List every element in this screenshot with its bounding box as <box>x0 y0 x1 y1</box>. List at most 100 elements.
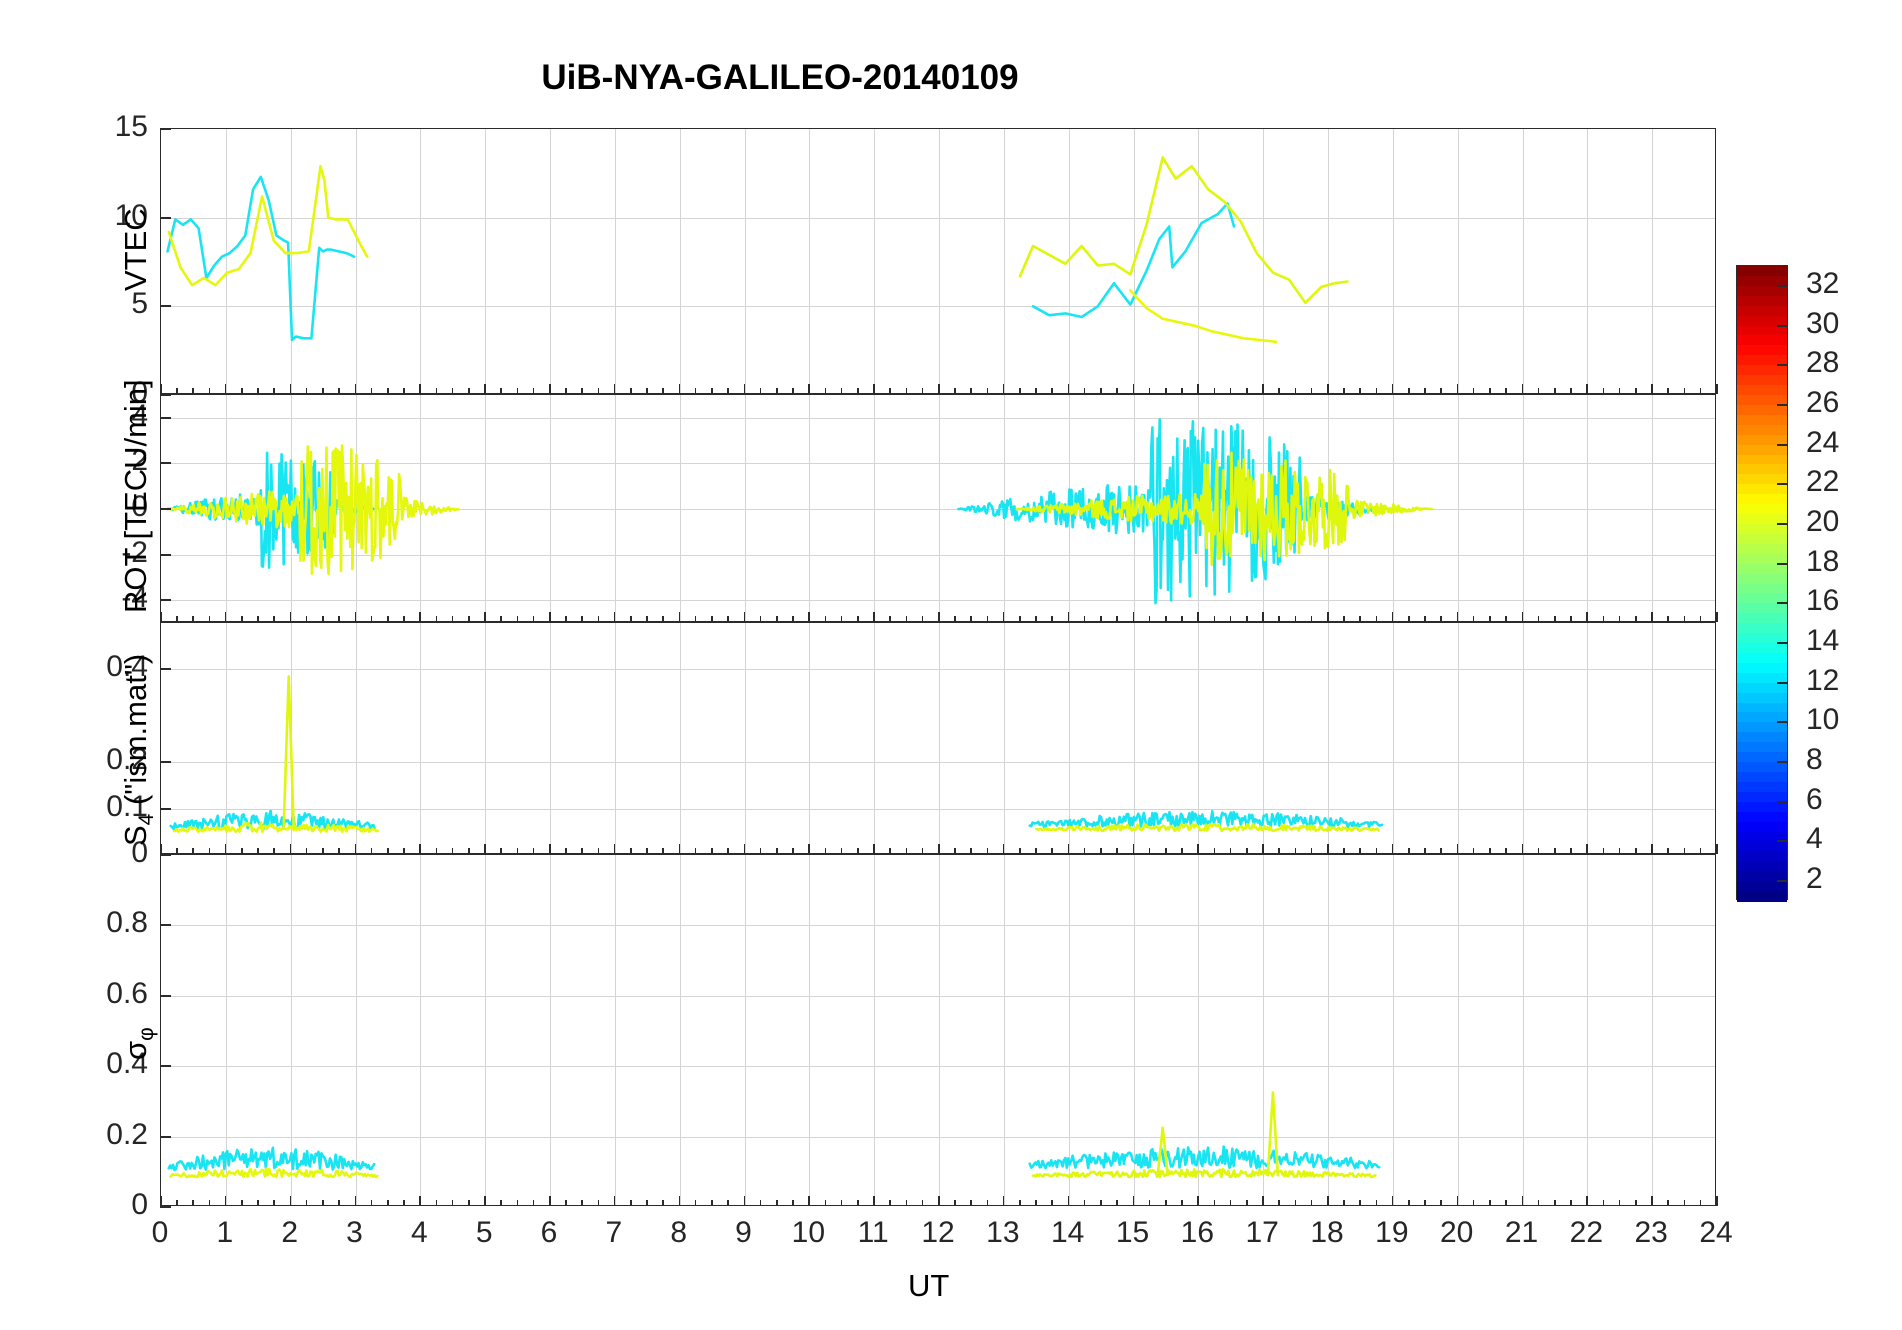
x-tick-minor <box>711 616 713 622</box>
x-tick-minor <box>889 616 891 622</box>
colorbar-tick-label: 10 <box>1806 703 1840 737</box>
gridline-vertical <box>614 129 616 393</box>
x-tick-major <box>484 844 486 854</box>
x-tick-minor <box>824 616 827 622</box>
x-tick-minor <box>662 388 665 394</box>
x-tick-minor <box>257 616 259 622</box>
x-tick-minor <box>1699 848 1702 854</box>
x-tick-minor <box>1602 388 1605 394</box>
gridline-vertical <box>355 623 357 853</box>
x-tick-minor <box>1148 1200 1151 1206</box>
x-tick-minor <box>646 388 648 394</box>
x-tick-minor <box>386 848 389 854</box>
x-tick-minor <box>1343 1200 1345 1206</box>
x-tick-minor <box>1618 848 1621 854</box>
x-tick-major <box>1521 384 1524 394</box>
x-tick-minor <box>257 388 259 394</box>
x-tick-minor <box>532 848 535 854</box>
x-tick-minor <box>1570 1200 1572 1206</box>
gridline-vertical <box>614 855 616 1205</box>
colorbar-segment <box>1737 702 1787 714</box>
x-tick-minor <box>1035 616 1037 622</box>
x-tick-minor <box>305 388 308 394</box>
x-tick-minor <box>759 848 762 854</box>
x-tick-label: 8 <box>670 1216 687 1249</box>
x-tick-minor <box>1116 1200 1118 1206</box>
colorbar-tick-label: 4 <box>1806 822 1823 856</box>
x-tick-minor <box>905 848 908 854</box>
x-tick-minor <box>1116 388 1118 394</box>
x-tick-major <box>938 384 940 394</box>
x-tick-minor <box>759 1200 762 1206</box>
x-tick-minor <box>1537 1200 1540 1206</box>
x-tick-minor <box>1424 616 1426 622</box>
x-tick-minor <box>1164 848 1167 854</box>
colorbar-segment <box>1737 494 1787 505</box>
y-tick-label: 15 <box>114 110 148 143</box>
x-tick-minor <box>403 616 405 622</box>
plot-panel-s4 <box>160 622 1716 854</box>
x-tick-major <box>1067 1196 1070 1206</box>
x-tick-minor <box>630 1200 632 1206</box>
x-tick-minor <box>516 848 519 854</box>
x-tick-minor <box>1213 1200 1216 1206</box>
x-tick-minor <box>824 848 827 854</box>
colorbar-segment <box>1737 315 1787 327</box>
x-tick-minor <box>711 388 713 394</box>
x-tick-major <box>613 612 616 622</box>
data-series-line <box>1266 1091 1280 1177</box>
x-tick-minor <box>1440 388 1443 394</box>
x-tick-label: 15 <box>1115 1216 1150 1249</box>
x-tick-minor <box>646 616 648 622</box>
data-series-line <box>1031 202 1236 319</box>
x-tick-minor <box>370 1200 373 1206</box>
y-tick-label: 0.2 <box>106 743 148 777</box>
x-tick-major <box>160 844 162 854</box>
y-tick-label: 0.1 <box>106 789 148 823</box>
x-tick-major <box>938 1196 940 1206</box>
x-tick-minor <box>630 388 632 394</box>
x-tick-major <box>1002 384 1005 394</box>
x-tick-minor <box>1667 616 1669 622</box>
x-tick-major <box>1651 844 1653 854</box>
x-tick-minor <box>905 1200 908 1206</box>
x-tick-minor <box>451 1200 454 1206</box>
x-tick-minor <box>792 848 794 854</box>
gridline-vertical <box>809 395 811 621</box>
gridline-vertical <box>1133 623 1135 853</box>
x-tick-minor <box>1116 616 1118 622</box>
gridline-vertical <box>614 623 616 853</box>
gridline-vertical <box>809 623 811 853</box>
colorbar-segment <box>1737 722 1787 734</box>
x-tick-minor <box>1553 1200 1556 1206</box>
gridline-vertical <box>1263 855 1265 1205</box>
gridline-vertical <box>1198 623 1200 853</box>
x-tick-major <box>1651 1196 1653 1206</box>
x-tick-minor <box>856 388 859 394</box>
x-tick-major <box>938 844 940 854</box>
colorbar-tick-mark <box>1777 880 1788 883</box>
x-tick-major <box>289 1196 292 1206</box>
x-tick-major <box>873 844 875 854</box>
colorbar-tick-mark <box>1777 761 1788 764</box>
x-tick-minor <box>856 848 859 854</box>
x-tick-major <box>1651 384 1653 394</box>
colorbar-tick-mark <box>1777 522 1788 525</box>
x-tick-minor <box>192 388 194 394</box>
x-tick-minor <box>1083 1200 1086 1206</box>
colorbar-segment <box>1737 365 1787 376</box>
x-tick-major <box>1327 1196 1329 1206</box>
x-tick-major <box>419 844 421 854</box>
x-tick-minor <box>727 616 729 622</box>
x-tick-minor <box>1019 848 1021 854</box>
x-tick-major <box>354 844 357 854</box>
gridline-vertical <box>614 395 616 621</box>
colorbar-tick-mark <box>1777 324 1788 327</box>
x-tick-minor <box>921 1200 924 1206</box>
x-tick-minor <box>1683 616 1686 622</box>
x-tick-label: 21 <box>1504 1216 1539 1249</box>
x-tick-minor <box>646 848 648 854</box>
x-tick-minor <box>1634 616 1637 622</box>
x-tick-major <box>1327 612 1329 622</box>
gridline-vertical <box>939 855 940 1205</box>
